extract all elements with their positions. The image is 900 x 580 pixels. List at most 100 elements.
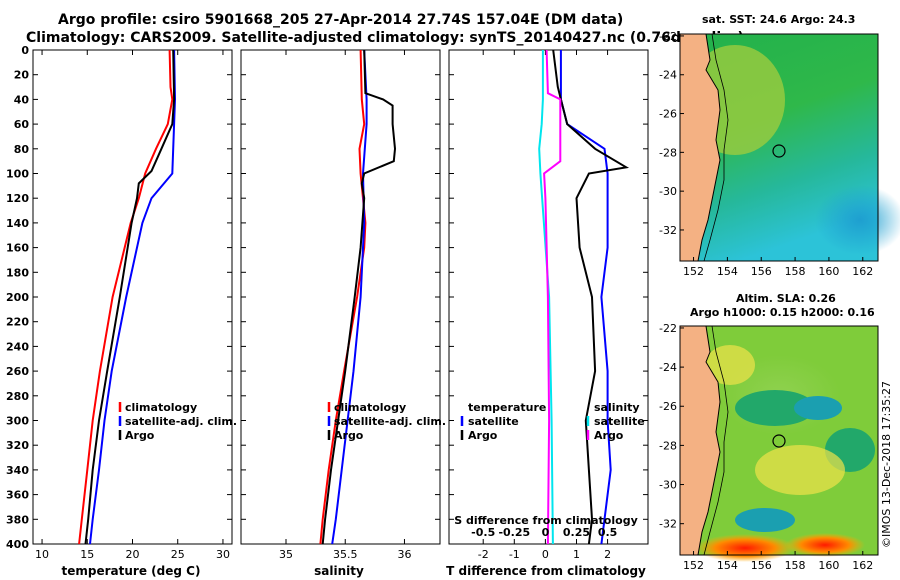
x-tick-label: 20 [126,548,140,561]
x-tick-label: 36 [397,548,411,561]
s-diff-tick-label: 0 [542,526,550,539]
difference-xlabel: T difference from climatology [446,564,646,578]
lon-tick-label: 152 [683,559,704,572]
legend-label: Argo [334,429,364,442]
lat-tick-label: -26 [659,108,677,121]
y-tick-label: 240 [6,340,29,353]
series-line-satellite-adj-clim- [331,49,368,545]
lon-tick-label: 154 [717,265,738,278]
lat-tick-label: -30 [659,479,677,492]
lon-tick-label: 158 [785,265,806,278]
x-tick-label: 2 [604,548,611,561]
legend-label: Argo [468,429,498,442]
s-difference-label: S difference from climatology [454,514,638,527]
sla-map-title-line2: Argo h1000: 0.15 h2000: 0.16 [690,306,875,319]
temperature-legend: climatology satellite-adj. clim. Argo [118,401,237,442]
lat-tick-label: -26 [659,400,677,413]
sst-frame [679,33,879,262]
lat-tick-label: -24 [659,361,677,374]
lat-tick-label: -24 [659,69,677,82]
difference-legend: temperature satellite Argo salinity sate… [460,401,645,442]
y-tick-label: 320 [6,439,29,452]
sst-map-title: sat. SST: 24.6 Argo: 24.3 [702,13,856,26]
lat-tick-label: -32 [659,518,677,531]
temperature-xlabel: temperature (deg C) [62,564,201,578]
s-diff-tick-label: 0.5 [598,526,618,539]
x-tick-label: 10 [35,548,49,561]
sla-mid [755,445,845,495]
series-line-argo [321,49,397,545]
x-tick-label: 35 [279,548,293,561]
series-line-salinity-satellite [538,50,554,545]
lon-tick-label: 160 [818,559,839,572]
lon-tick-label: 156 [751,265,772,278]
sla-hot [695,534,795,562]
y-tick-label: 100 [6,168,29,181]
y-tick-label: 0 [21,44,29,57]
legend-label: Argo [594,429,624,442]
header-line2: Climatology: CARS2009. Satellite-adjuste… [26,30,744,46]
sla-low [735,508,795,532]
sla-hot [785,533,865,557]
salinity-legend: climatology satellite-adj. clim. Argo [327,401,446,442]
y-tick-label: 300 [6,415,29,428]
series-line-salinity-argo [543,49,562,545]
lon-tick-label: 156 [751,559,772,572]
x-tick-label: 15 [80,548,94,561]
legend-label: climatology [334,401,406,414]
y-tick-label: 20 [14,69,30,82]
s-diff-tick-label: 0.25 [563,526,590,539]
legend-label: temperature [468,401,546,414]
y-tick-label: 120 [6,192,29,205]
sla-frame [679,325,879,556]
series-line-satellite-adj-clim- [89,49,177,545]
x-tick-label: -1 [509,548,520,561]
y-tick-label: 360 [6,489,29,502]
sla-shelf-contour [703,325,729,556]
y-tick-label: 340 [6,464,29,477]
lat-tick-label: -28 [659,439,677,452]
salinity-xlabel: salinity [314,564,364,578]
lat-tick-label: -28 [659,146,677,159]
sla-map [679,325,879,562]
sla-mid [705,345,755,385]
salinity-panel-frame [240,49,441,545]
copyright-stamp: ©IMOS 13-Dec-2018 17:35:27 [880,381,893,548]
y-tick-label: 280 [6,390,29,403]
temperature-panel-frame [32,49,233,545]
y-tick-label: 400 [6,538,29,551]
lon-tick-label: 162 [852,265,873,278]
sst-map [679,33,900,262]
y-tick-label: 200 [6,291,29,304]
sst-land [679,33,721,262]
x-tick-label: 35.5 [333,548,358,561]
lat-tick-label: -22 [659,322,677,335]
lon-tick-label: 162 [852,559,873,572]
sla-low [794,396,842,420]
legend-label: salinity [594,401,640,414]
x-tick-label: 1 [573,548,580,561]
y-tick-label: 380 [6,513,29,526]
y-tick-label: 160 [6,242,29,255]
x-tick-label: 0 [542,548,549,561]
sst-shelf-contour [703,33,729,262]
lon-tick-label: 154 [717,559,738,572]
legend-label: Argo [125,429,155,442]
lat-tick-label: -32 [659,224,677,237]
lon-tick-label: 152 [683,265,704,278]
y-tick-label: 220 [6,316,29,329]
y-tick-label: 260 [6,365,29,378]
y-tick-label: 80 [14,143,30,156]
sla-land [679,325,721,556]
x-tick-label: 30 [216,548,230,561]
header-line1: Argo profile: csiro 5901668_205 27-Apr-2… [58,12,624,28]
sla-low [735,390,815,426]
lon-tick-label: 160 [818,265,839,278]
series-line-temperature-argo [552,49,630,545]
series-line-argo [84,49,176,545]
legend-label: satellite [468,415,519,428]
y-tick-label: 60 [14,118,30,131]
sla-map-title-line1: Altim. SLA: 0.26 [736,292,836,305]
lat-tick-label: -30 [659,185,677,198]
